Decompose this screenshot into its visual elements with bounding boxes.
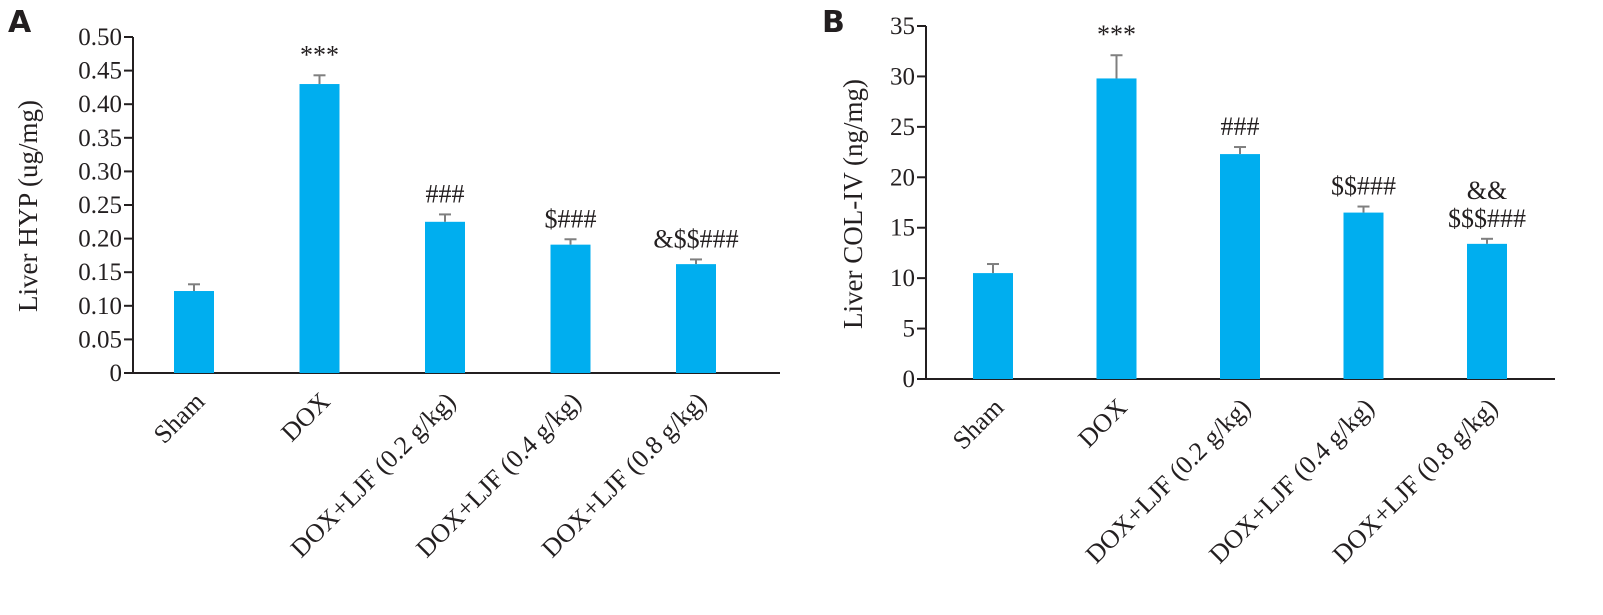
significance-label: *** xyxy=(1097,20,1136,49)
y-tick-label: 0.50 xyxy=(78,24,122,51)
significance-label: ### xyxy=(426,179,465,208)
significance-label: &$$### xyxy=(653,224,738,253)
plot-area: 0 0.05 0.10 0.15 0.20 0.25 0.30 0.35 0.40 0.45 0.5… xyxy=(78,24,780,563)
significance-label: *** xyxy=(300,40,339,69)
category-label: Sham xyxy=(947,393,1009,455)
y-tick-label: 0.05 xyxy=(78,326,122,353)
panel-b: B Liver COL-IV (ng/mg) 0 5 10 15 20 25 30 35 Sha… xyxy=(822,5,1555,569)
panel-a: A Liver HYP (ug/mg) 0 0.05 0.10 0.15 0.20 0.2… xyxy=(8,5,780,563)
bar xyxy=(973,273,1013,379)
bar xyxy=(425,221,465,373)
significance-label: $### xyxy=(545,204,597,233)
significance-label: && xyxy=(1467,176,1507,205)
category-label: DOX xyxy=(275,387,335,447)
panel-letter: A xyxy=(8,5,32,40)
category-label: DOX xyxy=(1072,393,1132,453)
y-tick-label: 0.40 xyxy=(78,91,122,118)
y-tick-label: 5 xyxy=(903,316,916,343)
y-tick-label: 0.30 xyxy=(78,158,122,185)
bar xyxy=(174,291,214,373)
significance-label: $$$### xyxy=(1448,204,1526,233)
y-axis-title: Liver COL-IV (ng/mg) xyxy=(838,79,868,329)
significance-label: ### xyxy=(1221,112,1260,141)
y-tick-label: 25 xyxy=(890,114,915,141)
y-tick-label: 0 xyxy=(110,360,123,387)
y-tick-label: 0.45 xyxy=(78,58,122,85)
y-tick-label: 15 xyxy=(890,215,915,242)
y-tick-label: 0.25 xyxy=(78,192,122,219)
y-tick-label: 0.15 xyxy=(78,259,122,286)
y-tick-label: 20 xyxy=(890,164,915,191)
significance-label: $$### xyxy=(1331,172,1396,201)
bar xyxy=(1220,154,1260,379)
y-axis-title: Liver HYP (ug/mg) xyxy=(13,100,43,312)
y-tick-label: 35 xyxy=(890,13,915,40)
bar xyxy=(1467,243,1507,379)
category-label: Sham xyxy=(148,387,210,449)
bar xyxy=(550,244,591,373)
bar xyxy=(676,264,716,373)
bar xyxy=(299,84,340,373)
y-tick-label: 0 xyxy=(903,366,916,393)
bar xyxy=(1096,78,1137,380)
y-tick-label: 0.10 xyxy=(78,293,122,320)
y-tick-label: 0.20 xyxy=(78,226,122,253)
y-tick-label: 30 xyxy=(890,63,915,90)
panel-letter: B xyxy=(822,5,845,40)
y-tick-label: 0.35 xyxy=(78,125,122,152)
bar xyxy=(1343,212,1384,379)
y-tick-label: 10 xyxy=(890,265,915,292)
